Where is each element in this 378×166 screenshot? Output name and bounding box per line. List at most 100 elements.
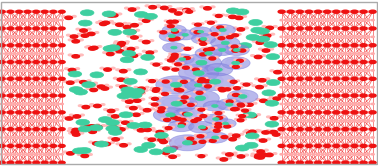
Circle shape (249, 19, 262, 25)
Circle shape (298, 86, 301, 88)
Circle shape (30, 19, 33, 21)
Circle shape (39, 154, 42, 155)
Circle shape (339, 95, 342, 96)
Circle shape (294, 145, 297, 147)
Circle shape (48, 112, 51, 113)
Circle shape (22, 70, 25, 71)
Circle shape (7, 77, 14, 80)
Circle shape (201, 48, 204, 50)
Circle shape (35, 19, 38, 21)
Circle shape (22, 45, 25, 46)
Circle shape (294, 28, 297, 29)
Circle shape (184, 113, 192, 116)
Circle shape (43, 86, 46, 88)
Circle shape (48, 137, 51, 138)
Circle shape (312, 137, 315, 138)
Circle shape (197, 119, 200, 121)
Circle shape (24, 10, 31, 13)
Circle shape (39, 78, 42, 80)
Circle shape (39, 162, 42, 163)
Circle shape (325, 36, 329, 38)
Circle shape (342, 44, 349, 47)
Circle shape (52, 19, 55, 21)
Circle shape (13, 45, 16, 46)
Circle shape (314, 27, 322, 30)
Circle shape (289, 45, 292, 46)
Circle shape (367, 137, 370, 138)
Circle shape (39, 36, 42, 38)
Circle shape (303, 120, 306, 121)
Circle shape (85, 46, 89, 48)
Circle shape (266, 80, 280, 85)
Circle shape (35, 137, 38, 138)
Circle shape (335, 154, 338, 155)
Circle shape (325, 70, 329, 71)
Circle shape (35, 28, 38, 29)
Circle shape (17, 162, 20, 163)
Circle shape (198, 78, 205, 81)
Circle shape (335, 53, 338, 54)
Circle shape (221, 41, 229, 45)
Circle shape (218, 135, 222, 137)
Circle shape (270, 48, 273, 50)
Circle shape (353, 137, 356, 138)
Circle shape (22, 53, 25, 54)
Circle shape (203, 134, 206, 136)
Circle shape (314, 111, 322, 114)
Circle shape (22, 28, 25, 29)
Circle shape (316, 28, 320, 29)
Circle shape (35, 103, 38, 105)
Circle shape (362, 70, 365, 71)
Circle shape (48, 145, 51, 147)
Circle shape (35, 112, 38, 113)
Circle shape (22, 78, 25, 80)
Circle shape (285, 36, 288, 38)
Circle shape (371, 137, 374, 138)
Circle shape (182, 11, 186, 13)
Circle shape (16, 10, 22, 13)
Circle shape (273, 153, 277, 154)
Circle shape (321, 128, 324, 130)
Circle shape (330, 128, 333, 130)
Circle shape (289, 120, 292, 121)
Circle shape (219, 129, 223, 130)
Circle shape (42, 128, 48, 131)
Circle shape (164, 130, 167, 131)
Circle shape (0, 137, 3, 138)
Circle shape (339, 145, 342, 147)
Circle shape (339, 45, 342, 46)
Circle shape (81, 10, 94, 16)
Circle shape (13, 145, 16, 147)
Circle shape (72, 55, 79, 58)
Circle shape (166, 26, 179, 32)
Circle shape (158, 110, 164, 113)
Circle shape (362, 120, 365, 121)
Circle shape (303, 154, 306, 155)
Circle shape (238, 104, 245, 107)
Circle shape (26, 70, 29, 71)
Circle shape (339, 78, 342, 80)
Circle shape (60, 154, 64, 155)
Circle shape (344, 53, 347, 54)
Circle shape (335, 145, 338, 147)
Circle shape (312, 28, 315, 29)
Circle shape (56, 45, 59, 46)
Circle shape (225, 15, 229, 16)
Circle shape (289, 11, 292, 12)
Circle shape (50, 144, 57, 147)
Circle shape (98, 21, 102, 22)
Circle shape (52, 70, 55, 71)
Circle shape (48, 103, 51, 105)
Circle shape (116, 49, 124, 53)
Circle shape (48, 145, 51, 147)
Circle shape (217, 26, 223, 29)
Circle shape (325, 162, 329, 163)
Circle shape (321, 78, 324, 80)
Circle shape (16, 27, 22, 30)
Circle shape (26, 162, 29, 163)
Circle shape (278, 128, 285, 131)
Circle shape (316, 162, 320, 163)
Circle shape (13, 137, 16, 138)
Circle shape (50, 128, 57, 131)
Circle shape (263, 34, 271, 37)
